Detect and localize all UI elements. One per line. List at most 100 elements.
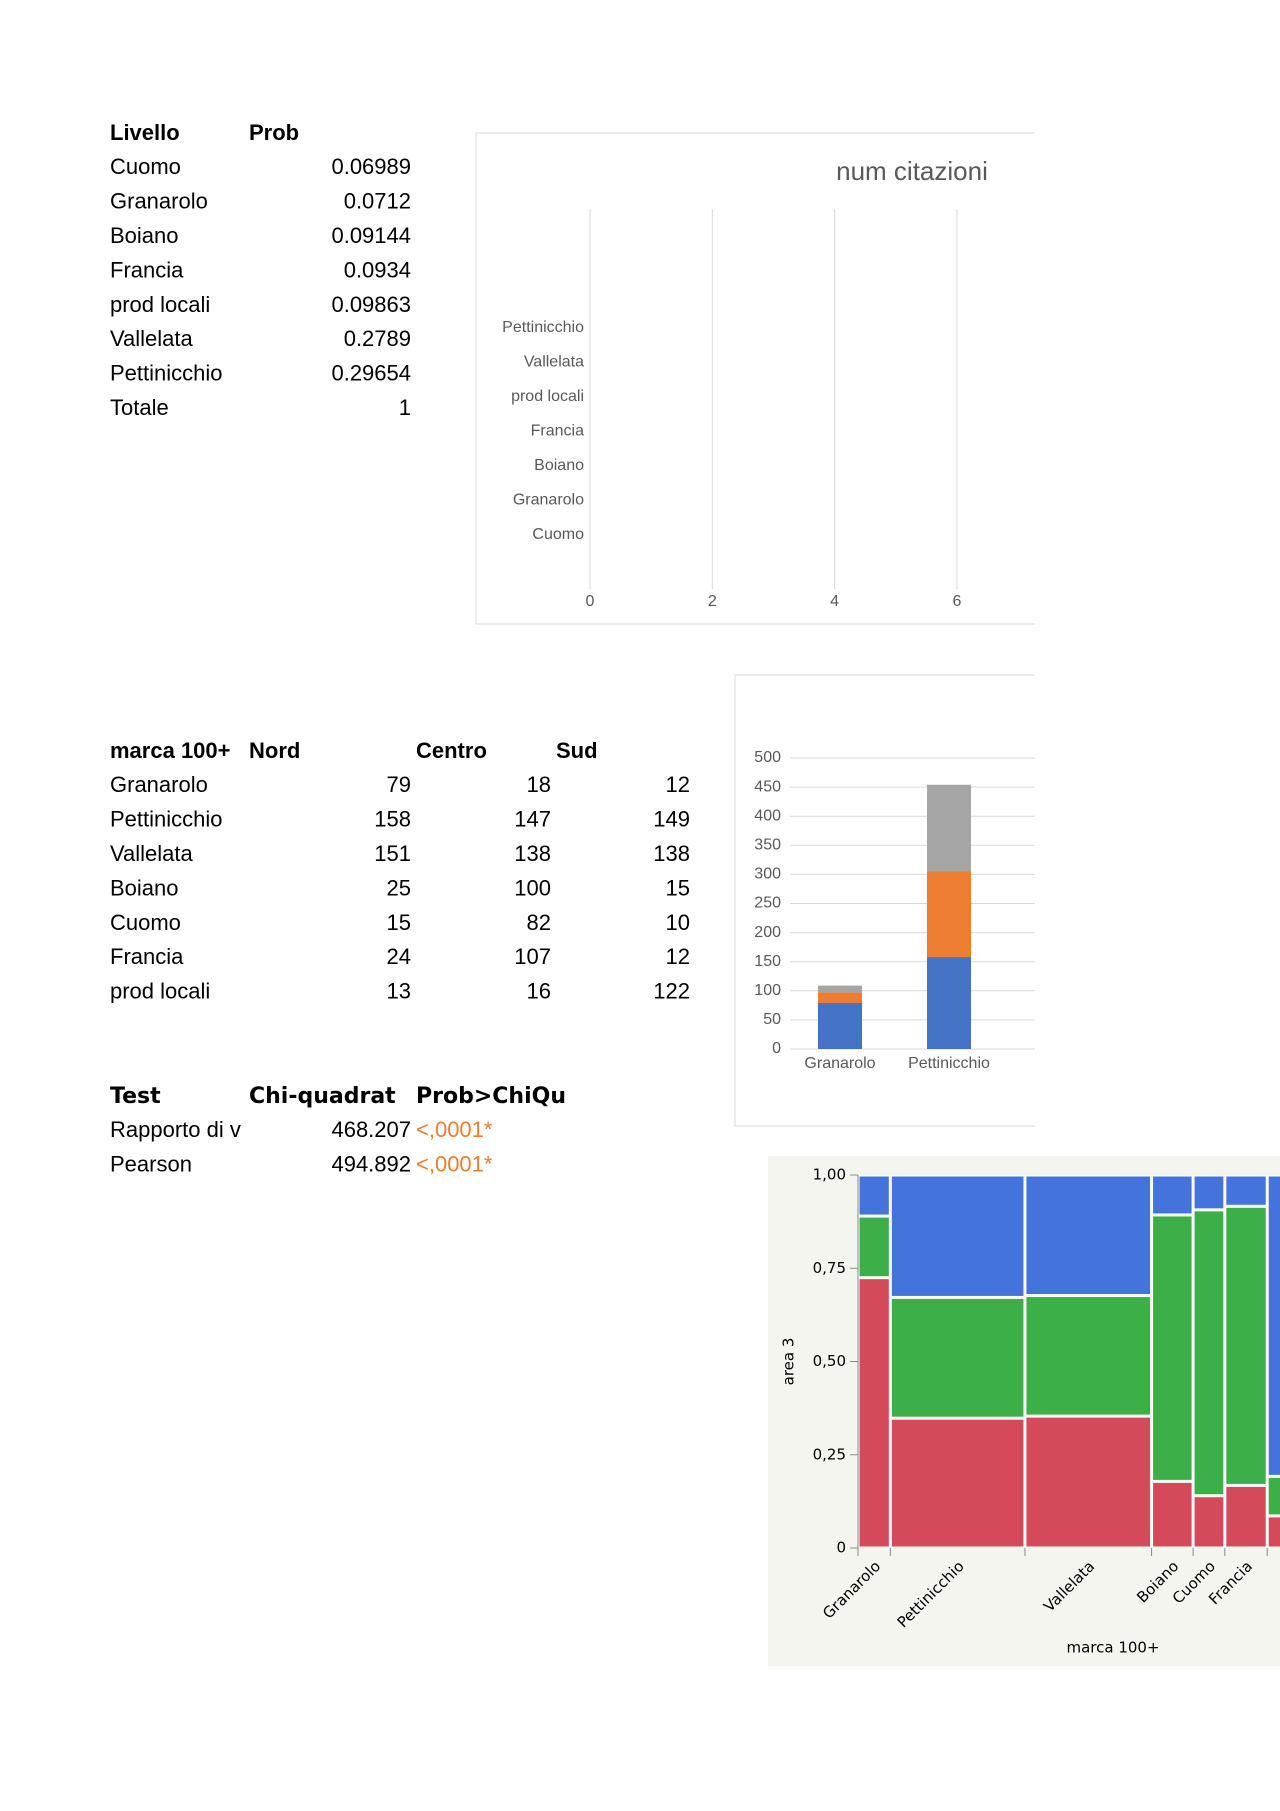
mosaic-tile [1267,1476,1280,1516]
cell: 1 [399,395,411,420]
cell: 12 [666,772,690,797]
y-tick-label: 400 [754,807,781,824]
x-tick-label: 6 [952,593,961,610]
header-cell: Chi-quadrat [249,1084,396,1109]
cell: 0.0712 [344,189,411,214]
header-cell: marca 100+ [110,738,231,763]
cell: 0.06989 [331,154,411,179]
mosaic-tile [1152,1175,1193,1215]
x-tick-label: 0 [586,593,595,610]
cell: Rapporto di v [110,1117,241,1142]
y-tick-label: Granarolo [513,492,584,509]
x-tick-label: 4 [830,593,839,610]
cell: 0.2789 [344,326,411,351]
cell: 15 [387,910,411,935]
cell: prod locali [110,979,210,1004]
cell: Vallelata [110,841,194,866]
charts: num citazioni 0 2 4 6 Cuomo Granarolo Boiano Fra… [475,132,1035,1127]
cell: Vallelata [110,326,194,351]
mosaic-tile [1193,1175,1225,1210]
cell: 16 [527,979,551,1004]
cell: 468.207 [331,1117,411,1142]
cell: 79 [387,772,411,797]
bar-segment [927,957,971,1049]
cell: prod locali [110,292,210,317]
cell: 147 [514,807,551,832]
mosaic-tile [1225,1485,1267,1548]
bar-segment [818,985,862,993]
y-tick-label: 50 [763,1011,781,1028]
cell: 10 [666,910,690,935]
chart-frame [734,674,1035,1127]
y-tick-label: 350 [754,837,781,854]
x-tick-label: Granarolo [804,1055,875,1072]
mosaic-tile [890,1175,1025,1297]
y-tick-label: 150 [754,953,781,970]
cell: 0.09144 [331,223,411,248]
cell: <,0001* [416,1152,493,1177]
mosaic-tile [1225,1175,1267,1206]
cell: Pettinicchio [110,807,223,832]
y-tick-label: Vallelata [524,354,584,371]
cell: 494.892 [331,1152,411,1177]
mosaic-tile [858,1278,890,1548]
cell: 0.29654 [331,361,411,386]
header-cell: Centro [416,738,487,763]
mosaic-tile [1193,1210,1225,1496]
x-tick-label: 2 [708,593,717,610]
bar-segment [927,784,971,872]
mosaic-tile [1152,1481,1193,1548]
y-tick-label: 500 [754,749,781,766]
mosaic-tile [1025,1175,1152,1296]
cell: Pearson [110,1152,192,1177]
y-axis-title: area 3 [780,1338,798,1386]
cell: Cuomo [110,910,181,935]
y-tick-label: Pettinicchio [502,319,584,336]
y-tick-label: 0,25 [813,1445,846,1463]
mosaic-tile [858,1216,890,1278]
y-tick-label: prod locali [511,388,584,405]
bar-segment [818,1003,862,1049]
cell: Cuomo [110,154,181,179]
mosaic-tile [1152,1215,1193,1481]
chart-title: num citazioni [836,156,988,186]
cell: Francia [110,257,184,282]
cell: 0.09863 [331,292,411,317]
y-tick-label: 200 [754,924,781,941]
y-tick-label: 1,00 [813,1166,846,1184]
cell: 149 [653,807,690,832]
cell: 0.0934 [344,257,411,282]
y-tick-label: 100 [754,982,781,999]
cell: 25 [387,875,411,900]
header-cell: Test [110,1084,161,1109]
mosaic-tile [890,1297,1025,1418]
cell: 138 [514,841,551,866]
x-axis-title: marca 100+ [1066,1639,1159,1657]
header-cell: Prob>ChiQu [416,1084,566,1109]
cell: Granarolo [110,189,208,214]
cell: Granarolo [110,772,208,797]
cell: 15 [666,875,690,900]
mosaic-tile [1025,1416,1152,1548]
cell: 138 [653,841,690,866]
y-tick-label: Cuomo [532,526,584,543]
cell: <,0001* [416,1117,493,1142]
y-tick-label: Francia [531,423,584,440]
y-tick-label: Boiano [534,457,584,474]
header-cell: Prob [249,120,299,145]
cell: 24 [387,944,411,969]
y-tick-label: 0 [772,1040,781,1057]
header-cell: Sud [556,738,598,763]
cell: 158 [374,807,411,832]
mosaic-tile [1025,1296,1152,1416]
y-tick-label: 450 [754,778,781,795]
header-cell: Nord [249,738,300,763]
y-tick-label: 0,75 [813,1259,846,1277]
cell: Boiano [110,223,179,248]
mosaic-tile [1225,1206,1267,1485]
y-tick-label: 300 [754,866,781,883]
y-tick-label: 0 [836,1539,846,1557]
cell: Totale [110,395,169,420]
cell: 151 [374,841,411,866]
